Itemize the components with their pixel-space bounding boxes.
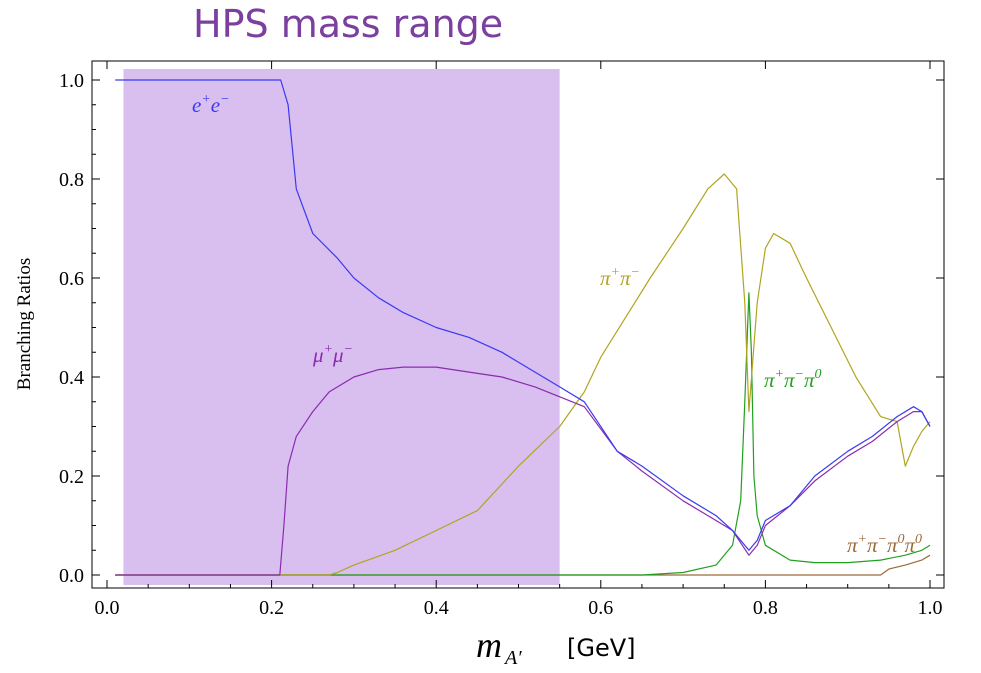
series-label-pipipi0pi0: π+π−π0π0 bbox=[847, 532, 922, 557]
y-tick-label: 0.8 bbox=[59, 169, 84, 191]
x-tick-label: 0.4 bbox=[424, 597, 449, 619]
chart-title: HPS mass range bbox=[193, 2, 504, 46]
y-tick-label: 0.4 bbox=[59, 367, 84, 389]
x-tick-label: 0.6 bbox=[588, 597, 613, 619]
y-tick-label: 0.0 bbox=[59, 565, 84, 587]
series-label-pipipi0: π+π−π0 bbox=[764, 367, 822, 392]
series-label-pipi: π+π− bbox=[600, 265, 640, 290]
y-axis-label: Branching Ratios bbox=[14, 258, 35, 390]
series-line-2 bbox=[115, 173, 931, 576]
series-line-3 bbox=[115, 292, 931, 576]
series-line-0 bbox=[115, 79, 931, 551]
x-tick-label: 1.0 bbox=[918, 597, 943, 619]
y-tick-label: 0.2 bbox=[59, 466, 84, 488]
y-tick-label: 1.0 bbox=[59, 70, 84, 92]
svg-text:m: m bbox=[476, 625, 502, 665]
hps-mass-range-region bbox=[123, 69, 560, 585]
y-tick-label: 0.6 bbox=[59, 268, 84, 290]
x-tick-label: 0.8 bbox=[753, 597, 778, 619]
x-tick-label: 0.2 bbox=[259, 597, 284, 619]
x-tick-label: 0.0 bbox=[95, 597, 120, 619]
series-line-4 bbox=[115, 554, 931, 576]
series-line-1 bbox=[115, 366, 931, 576]
x-axis-label: m A′ [GeV] bbox=[476, 625, 636, 669]
svg-text:A′: A′ bbox=[503, 647, 522, 669]
svg-text:[GeV]: [GeV] bbox=[567, 634, 636, 662]
